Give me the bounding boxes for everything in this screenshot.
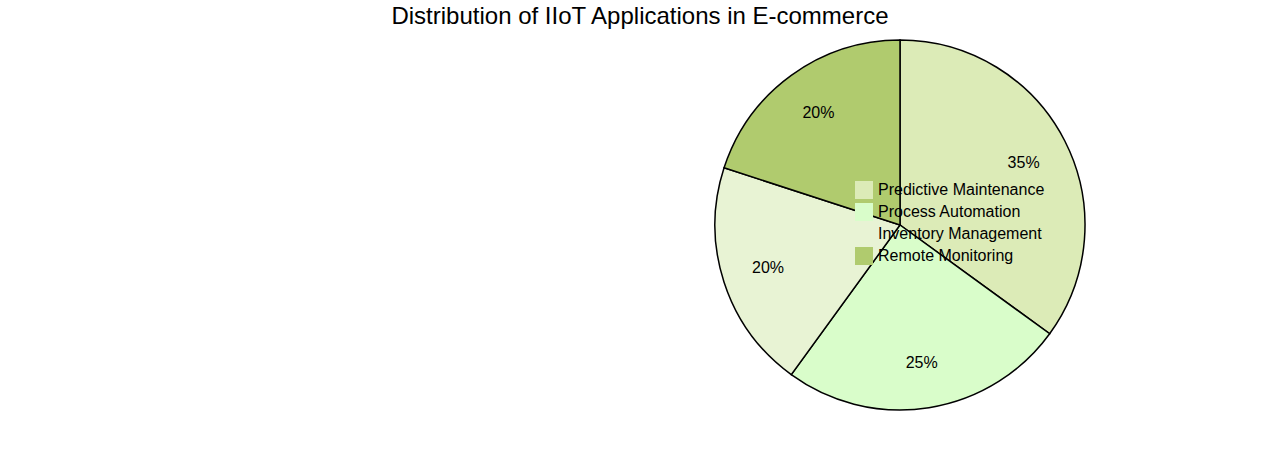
html-text:Remote Monitoring: Remote Monitoring (878, 247, 1014, 264)
html-text:Distribution of IIoT Applicati: Distribution of IIoT Applications in E-c… (391, 2, 889, 29)
html-text:Predictive Maintenance: Predictive Maintenance (878, 181, 1045, 198)
html-text:Process Automation: Process Automation (878, 203, 1021, 220)
html-text:Inventory Management: Inventory Management (878, 225, 1042, 242)
svg-text:35%: 35% (1008, 154, 1040, 171)
svg-text:25%: 25% (906, 354, 938, 371)
svg-text:20%: 20% (802, 104, 834, 121)
svg-text:20%: 20% (752, 259, 784, 276)
